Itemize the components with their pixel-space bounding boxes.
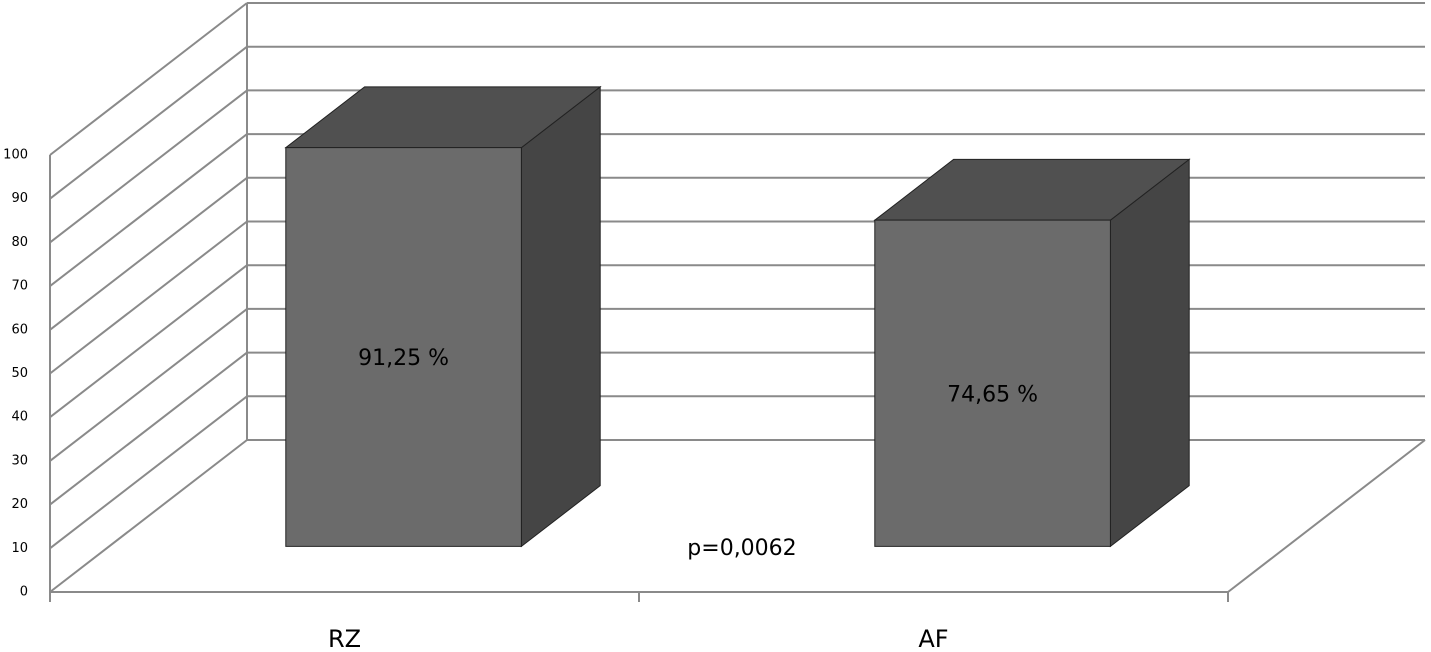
y-tick-label: 80 [11, 235, 28, 250]
y-tick-label: 60 [11, 322, 28, 337]
p-value-annotation: p=0,0062 [687, 536, 796, 561]
floor-right-edge [1227, 439, 1426, 593]
grid-line [49, 133, 248, 287]
y-tick-label: 50 [11, 366, 28, 381]
y-tick-label: 90 [11, 191, 28, 206]
grid-line [49, 395, 248, 550]
value-label: 74,65 % [947, 382, 1038, 407]
x-tick-label: AF [918, 625, 948, 652]
bar-front [285, 147, 522, 547]
y-tick-label: 40 [11, 410, 28, 425]
grid-line [49, 308, 248, 462]
value-label: 91,25 % [358, 346, 449, 371]
grid-line [49, 351, 248, 506]
y-tick-label: 10 [11, 541, 28, 556]
grid-line [49, 439, 248, 593]
grid-line [49, 2, 248, 156]
grid-line [49, 264, 248, 418]
bar-side [1109, 158, 1190, 548]
x-tick-label: RZ [328, 625, 361, 652]
bar-side [520, 85, 601, 548]
bar-front [874, 219, 1111, 547]
y-tick-label: 20 [11, 497, 28, 512]
grid-line [49, 45, 248, 200]
y-tick-label: 30 [11, 453, 28, 468]
grid-line [49, 89, 248, 244]
grid-line [49, 177, 248, 331]
y-tick-label: 0 [20, 585, 28, 600]
y-tick-label: 100 [3, 148, 28, 163]
y-tick-label: 70 [11, 279, 28, 294]
grid-line [49, 220, 248, 375]
